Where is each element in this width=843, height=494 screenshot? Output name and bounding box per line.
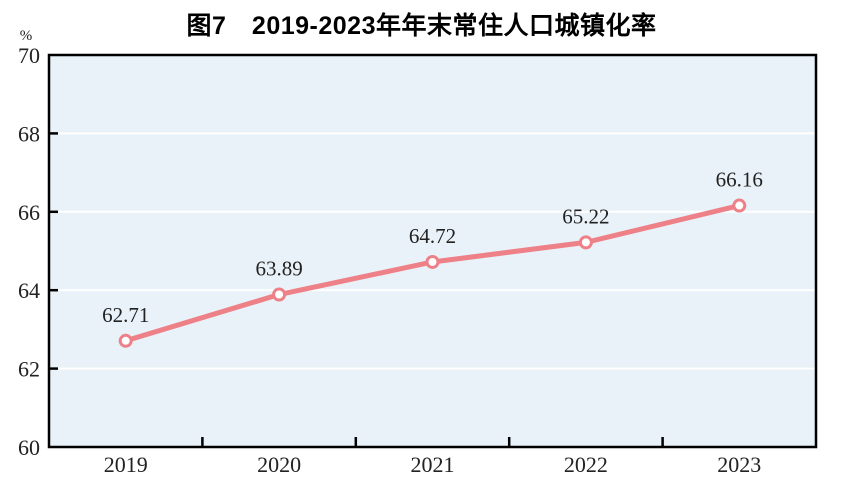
data-point [118,333,133,348]
x-tick-label: 2019 [104,452,148,477]
x-tick-label: 2021 [411,452,455,477]
y-tick-label: 68 [18,121,40,146]
chart-title: 图7 2019-2023年年末常住人口城镇化率 [186,12,657,40]
data-label: 65.22 [562,204,609,228]
data-point [272,287,287,302]
data-label: 63.89 [255,257,302,281]
data-label: 66.16 [716,168,763,192]
y-tick-label: 66 [18,200,40,225]
plot-border [47,53,818,449]
x-tick-label: 2023 [717,452,761,477]
x-tick-label: 2020 [257,452,301,477]
y-tick-label: 62 [18,357,40,382]
y-tick-label: 70 [18,43,40,68]
data-label: 64.72 [409,224,456,248]
data-point [578,235,593,250]
data-point [732,198,747,213]
plot-area [49,55,816,447]
data-label: 62.71 [102,303,149,327]
x-tick-label: 2022 [564,452,608,477]
data-point [425,254,440,269]
y-tick-label: 60 [18,435,40,460]
y-axis-unit-label: % [20,28,33,44]
y-tick-label: 64 [18,278,40,303]
